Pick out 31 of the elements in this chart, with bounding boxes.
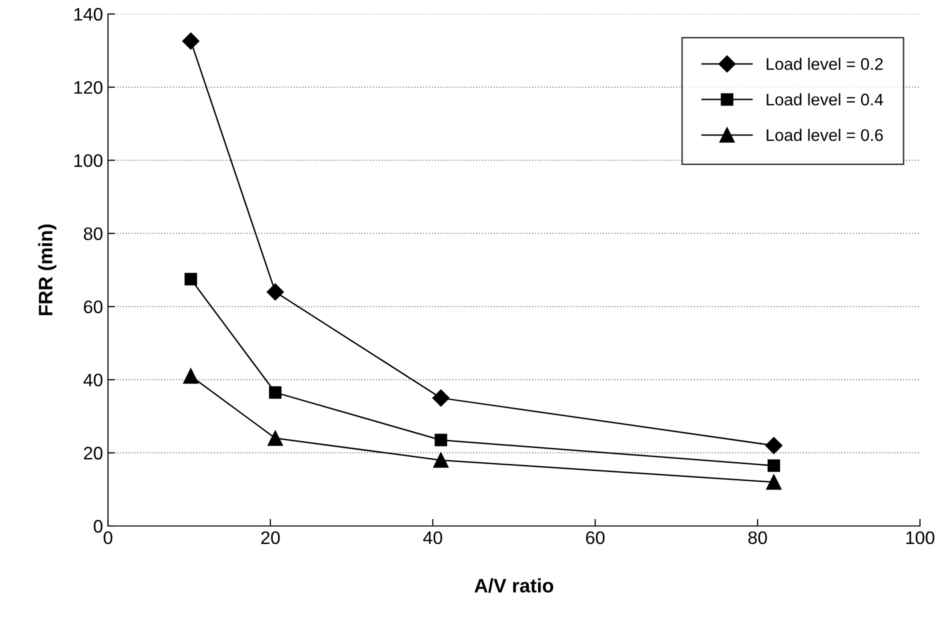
x-tick-label: 80 xyxy=(748,531,767,544)
point xyxy=(182,32,200,50)
y-tick-label: 100 xyxy=(74,154,102,168)
x-tick-label: 40 xyxy=(423,531,442,544)
x-tick-label: 0 xyxy=(104,531,112,544)
y-axis-title: FRR (min) xyxy=(38,224,56,316)
x-tick-label: 100 xyxy=(906,531,934,544)
point xyxy=(766,474,782,490)
legend-label: Load level = 0.6 xyxy=(766,128,883,142)
x-tick-label: 20 xyxy=(261,531,280,544)
legend-label: Load level = 0.2 xyxy=(766,58,883,70)
y-tick-label: 40 xyxy=(83,374,102,386)
x-tick-label: 60 xyxy=(586,531,605,544)
point xyxy=(434,434,448,446)
y-tick-label: 60 xyxy=(84,300,102,314)
y-tick-label: 20 xyxy=(84,446,102,460)
point xyxy=(432,389,450,407)
y-tick-label: 140 xyxy=(74,8,102,21)
point xyxy=(768,459,780,472)
point xyxy=(268,430,283,446)
point xyxy=(433,452,449,468)
point xyxy=(183,368,198,384)
y-tick-label: 80 xyxy=(84,227,102,240)
y-tick-label: 120 xyxy=(74,81,102,94)
point xyxy=(765,436,782,454)
legend-label: Load level = 0.4 xyxy=(766,93,884,106)
y-tick-label: 0 xyxy=(94,520,102,533)
point xyxy=(269,386,282,399)
point xyxy=(184,272,198,286)
point xyxy=(266,283,284,300)
x-axis-title: A/V ratio xyxy=(474,578,554,593)
